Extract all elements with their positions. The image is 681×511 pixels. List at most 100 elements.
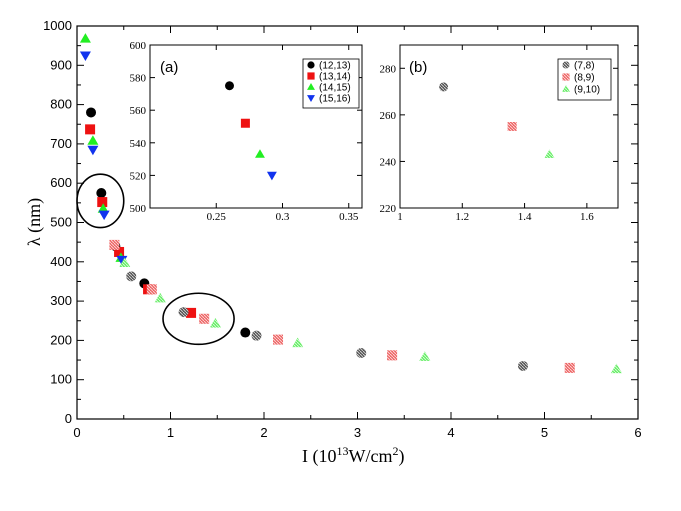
inset-y-tick-label: 260: [380, 110, 397, 122]
point-12-13-0: [86, 107, 97, 118]
inset-y-tick-label: 220: [380, 203, 397, 215]
y-tick-label: 500: [50, 215, 72, 230]
highlight-circle-0: [76, 173, 125, 229]
point-13-14-0: [85, 124, 96, 135]
point-7-8-3-hatch: [356, 347, 367, 358]
point-9-10-2: [209, 318, 221, 328]
point-13-14-1: [97, 197, 108, 208]
point-8-9-2-hatch: [199, 313, 210, 324]
point-12-13-0-shape: [86, 107, 97, 118]
inset-point-7-8: [439, 82, 449, 92]
inset-b: 1 1.2 1.4 1.6 220 240 260 280 (b) (7,8)(8,9)(9,10…: [380, 44, 619, 223]
point-8-9-3-hatch: [273, 334, 284, 345]
point-12-13-4-shape: [240, 327, 251, 338]
legend-label-7-8: (7,8): [574, 61, 595, 72]
y-tick-label: 300: [50, 293, 72, 308]
y-tick-label: 100: [50, 372, 72, 387]
main-data-points: [79, 33, 622, 374]
point-8-9-5: [564, 362, 575, 373]
x-tick-label: 6: [634, 425, 641, 440]
point-8-9-4-hatch: [387, 350, 398, 361]
point-8-9-5-hatch: [564, 362, 575, 373]
point-9-10-1: [154, 292, 166, 303]
inset-point-15-16-shape: [266, 171, 277, 181]
point-14-15-1: [87, 135, 99, 145]
inset-y-tick-label: 240: [380, 156, 397, 168]
inset-x-tick-label: 1.2: [455, 211, 469, 223]
legend-label-14-15: (14,15): [319, 83, 351, 94]
legend-marker-13-14-shape: [307, 72, 315, 80]
point-14-15-2-shape: [97, 203, 109, 213]
point-7-8-4-hatch: [517, 360, 528, 371]
point-13-14-1-shape: [97, 197, 108, 208]
point-7-8-0-hatch: [126, 271, 137, 282]
legend-marker-8-9-hatch: [562, 73, 570, 81]
point-15-16-2-shape: [98, 210, 110, 221]
legend-marker-14-15: [307, 83, 315, 90]
y-axis-label: λ (nm): [24, 198, 45, 246]
point-8-9-0-hatch: [109, 239, 120, 250]
point-9-10-4: [419, 351, 431, 361]
inset-x-tick-label: 0.35: [339, 211, 359, 223]
point-7-8-4: [517, 360, 528, 371]
legend-marker-12-13-shape: [307, 61, 315, 69]
point-15-16-0: [79, 51, 91, 61]
highlight-circle-1: [162, 292, 235, 346]
point-15-16-0-shape: [79, 51, 91, 61]
legend-marker-7-8: [562, 61, 570, 69]
point-9-10-0: [119, 257, 131, 267]
point-7-8-1-hatch: [178, 307, 189, 318]
inset-point-13-14: [240, 118, 250, 128]
point-13-14-4: [186, 307, 197, 318]
inset-point-12-13-shape: [225, 81, 234, 91]
legend-label-13-14: (13,14): [319, 72, 351, 83]
inset-y-tick-label: 500: [130, 203, 147, 215]
point-12-13-1: [96, 188, 107, 199]
point-13-14-0-shape: [85, 124, 96, 135]
inset-y-tick-label: 600: [130, 40, 147, 52]
x-tick-label: 4: [447, 425, 454, 440]
point-8-9-1-hatch: [146, 284, 157, 295]
point-13-14-2-shape: [114, 246, 125, 257]
point-9-10-5: [610, 363, 622, 374]
inset-point-9-10-hatch: [544, 149, 555, 159]
legend-marker-14-15-shape: [307, 83, 315, 90]
point-8-9-4: [387, 350, 398, 361]
inset-y-tick-label: 580: [130, 73, 147, 85]
point-9-10-3: [292, 337, 304, 348]
point-9-10-3-hatch: [292, 337, 304, 348]
point-9-10-1-hatch: [154, 292, 166, 303]
inset-x-tick-label: 0.25: [207, 211, 227, 223]
inset-y-tick-label: 540: [130, 138, 147, 150]
inset-panel-label: (a): [160, 59, 178, 76]
legend-marker-7-8-hatch: [562, 61, 570, 69]
y-tick-label: 1000: [43, 18, 72, 33]
inset-point-14-15-shape: [255, 149, 265, 158]
x-tick-label: 5: [541, 425, 548, 440]
legend-marker-13-14: [307, 72, 315, 80]
legend-marker-15-16-shape: [307, 95, 315, 102]
main-axis-ticks: [76, 25, 639, 420]
inset-point-13-14-shape: [240, 118, 250, 128]
point-7-8-1: [178, 307, 189, 318]
point-15-16-1: [87, 145, 99, 156]
legend-label-8-9: (8,9): [574, 73, 595, 84]
point-7-8-3: [356, 347, 367, 358]
inset-point-7-8-hatch: [439, 82, 449, 92]
y-tick-label: 700: [50, 136, 72, 151]
point-7-8-0: [126, 271, 137, 282]
inset-x-tick-label: 1.6: [580, 211, 594, 223]
inset-y-tick-label: 560: [130, 105, 147, 117]
legend-label-12-13: (12,13): [319, 61, 351, 72]
point-9-10-4-hatch: [419, 351, 431, 361]
point-8-9-3: [273, 334, 284, 345]
point-9-10-0-hatch: [119, 257, 131, 267]
inset-x-tick-label: 1.4: [518, 211, 532, 223]
point-15-16-2: [98, 210, 110, 221]
point-8-9-2: [199, 313, 210, 324]
inset-y-tick-label: 280: [380, 63, 397, 75]
x-tick-label: 1: [167, 425, 174, 440]
